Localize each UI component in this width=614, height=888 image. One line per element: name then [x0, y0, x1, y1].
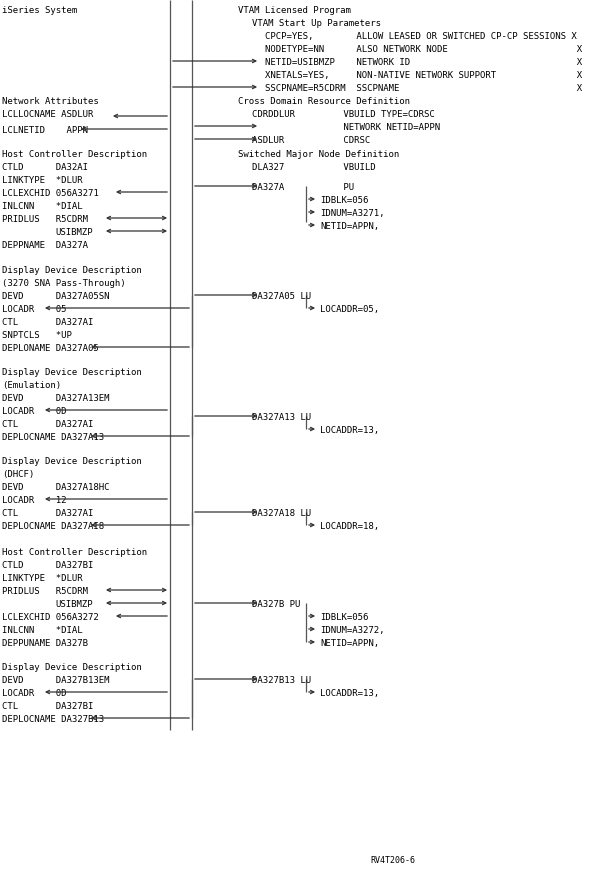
Text: DEPPUNAME DA327B: DEPPUNAME DA327B — [2, 639, 88, 648]
Text: LINKTYPE  *DLUR: LINKTYPE *DLUR — [2, 574, 83, 583]
Text: LINKTYPE  *DLUR: LINKTYPE *DLUR — [2, 176, 83, 185]
Text: PRIDLUS   R5CDRM: PRIDLUS R5CDRM — [2, 215, 88, 224]
Text: Display Device Description: Display Device Description — [2, 368, 142, 377]
Text: SNPTCLS   *UP: SNPTCLS *UP — [2, 331, 72, 340]
Text: (DHCF): (DHCF) — [2, 470, 34, 479]
Text: LCLEXCHID 056A3271: LCLEXCHID 056A3271 — [2, 189, 99, 198]
Text: LOCADDR=13,: LOCADDR=13, — [320, 689, 379, 698]
Text: NODETYPE=NN      ALSO NETWORK NODE                        X: NODETYPE=NN ALSO NETWORK NODE X — [265, 45, 582, 54]
Text: Display Device Description: Display Device Description — [2, 663, 142, 672]
Text: LCLEXCHID 056A3272: LCLEXCHID 056A3272 — [2, 613, 99, 622]
Text: Display Device Description: Display Device Description — [2, 457, 142, 466]
Text: Cross Domain Resource Definition: Cross Domain Resource Definition — [238, 97, 410, 106]
Text: Switched Major Node Definition: Switched Major Node Definition — [238, 150, 399, 159]
Text: LOCADR    12: LOCADR 12 — [2, 496, 66, 505]
Text: DEPLOCNAME DA327B13: DEPLOCNAME DA327B13 — [2, 715, 104, 724]
Text: LOCADR    0D: LOCADR 0D — [2, 689, 66, 698]
Text: CTL       DA327BI: CTL DA327BI — [2, 702, 93, 711]
Text: DA327A05 LU: DA327A05 LU — [252, 292, 311, 301]
Text: INLCNN    *DIAL: INLCNN *DIAL — [2, 626, 83, 635]
Text: INLCNN    *DIAL: INLCNN *DIAL — [2, 202, 83, 211]
Text: DA327B13 LU: DA327B13 LU — [252, 676, 311, 685]
Text: DEVD      DA327A13EM: DEVD DA327A13EM — [2, 394, 109, 403]
Text: DLA327           VBUILD: DLA327 VBUILD — [252, 163, 376, 172]
Text: DEPLONAME DA327A05: DEPLONAME DA327A05 — [2, 344, 99, 353]
Text: USIBMZP: USIBMZP — [55, 600, 93, 609]
Text: LOCADDR=18,: LOCADDR=18, — [320, 522, 379, 531]
Text: LOCADDR=05,: LOCADDR=05, — [320, 305, 379, 314]
Text: LCLLOCNAME ASDLUR: LCLLOCNAME ASDLUR — [2, 110, 93, 119]
Text: SSCPNAME=R5CDRM  SSCPNAME                                 X: SSCPNAME=R5CDRM SSCPNAME X — [265, 84, 582, 93]
Text: CDRDDLUR         VBUILD TYPE=CDRSC: CDRDDLUR VBUILD TYPE=CDRSC — [252, 110, 435, 119]
Text: IDBLK=056: IDBLK=056 — [320, 196, 368, 205]
Text: Network Attributes: Network Attributes — [2, 97, 99, 106]
Text: VTAM Licensed Program: VTAM Licensed Program — [238, 6, 351, 15]
Text: DEPPNAME  DA327A: DEPPNAME DA327A — [2, 241, 88, 250]
Text: DEVD      DA327A05SN: DEVD DA327A05SN — [2, 292, 109, 301]
Text: LOCADR    0D: LOCADR 0D — [2, 407, 66, 416]
Text: VTAM Start Up Parameters: VTAM Start Up Parameters — [252, 19, 381, 28]
Text: DEVD      DA327B13EM: DEVD DA327B13EM — [2, 676, 109, 685]
Text: XNETALS=YES,     NON-NATIVE NETWORK SUPPORT               X: XNETALS=YES, NON-NATIVE NETWORK SUPPORT … — [265, 71, 582, 80]
Text: CTLD      DA327BI: CTLD DA327BI — [2, 561, 93, 570]
Text: (3270 SNA Pass-Through): (3270 SNA Pass-Through) — [2, 279, 126, 288]
Text: DA327A13 LU: DA327A13 LU — [252, 413, 311, 422]
Text: NETWORK NETID=APPN: NETWORK NETID=APPN — [252, 123, 440, 132]
Text: DEVD      DA327A18HC: DEVD DA327A18HC — [2, 483, 109, 492]
Text: LOCADDR=13,: LOCADDR=13, — [320, 426, 379, 435]
Text: DA327A18 LU: DA327A18 LU — [252, 509, 311, 518]
Text: IDBLK=056: IDBLK=056 — [320, 613, 368, 622]
Text: Host Controller Description: Host Controller Description — [2, 548, 147, 557]
Text: ASDLUR           CDRSC: ASDLUR CDRSC — [252, 136, 370, 145]
Text: DA327B PU: DA327B PU — [252, 600, 300, 609]
Text: NETID=APPN,: NETID=APPN, — [320, 639, 379, 648]
Text: LOCADR    05: LOCADR 05 — [2, 305, 66, 314]
Text: (Emulation): (Emulation) — [2, 381, 61, 390]
Text: LCLNETID    APPN: LCLNETID APPN — [2, 126, 88, 135]
Text: IDNUM=A3271,: IDNUM=A3271, — [320, 209, 384, 218]
Text: CTLD      DA32AI: CTLD DA32AI — [2, 163, 88, 172]
Text: DEPLOCNAME DA327AI8: DEPLOCNAME DA327AI8 — [2, 522, 104, 531]
Text: iSeries System: iSeries System — [2, 6, 77, 15]
Text: RV4T206-6: RV4T206-6 — [370, 856, 415, 865]
Text: DA327A           PU: DA327A PU — [252, 183, 354, 192]
Text: CTL       DA327AI: CTL DA327AI — [2, 420, 93, 429]
Text: CTL       DA327AI: CTL DA327AI — [2, 509, 93, 518]
Text: PRIDLUS   R5CDRM: PRIDLUS R5CDRM — [2, 587, 88, 596]
Text: Display Device Description: Display Device Description — [2, 266, 142, 275]
Text: CPCP=YES,        ALLOW LEASED OR SWITCHED CP-CP SESSIONS X: CPCP=YES, ALLOW LEASED OR SWITCHED CP-CP… — [265, 32, 577, 41]
Text: DEPLOCNAME DA327A13: DEPLOCNAME DA327A13 — [2, 433, 104, 442]
Text: Host Controller Description: Host Controller Description — [2, 150, 147, 159]
Text: NETID=USIBMZP    NETWORK ID                               X: NETID=USIBMZP NETWORK ID X — [265, 58, 582, 67]
Text: CTL       DA327AI: CTL DA327AI — [2, 318, 93, 327]
Text: NETID=APPN,: NETID=APPN, — [320, 222, 379, 231]
Text: USIBMZP: USIBMZP — [55, 228, 93, 237]
Text: IDNUM=A3272,: IDNUM=A3272, — [320, 626, 384, 635]
